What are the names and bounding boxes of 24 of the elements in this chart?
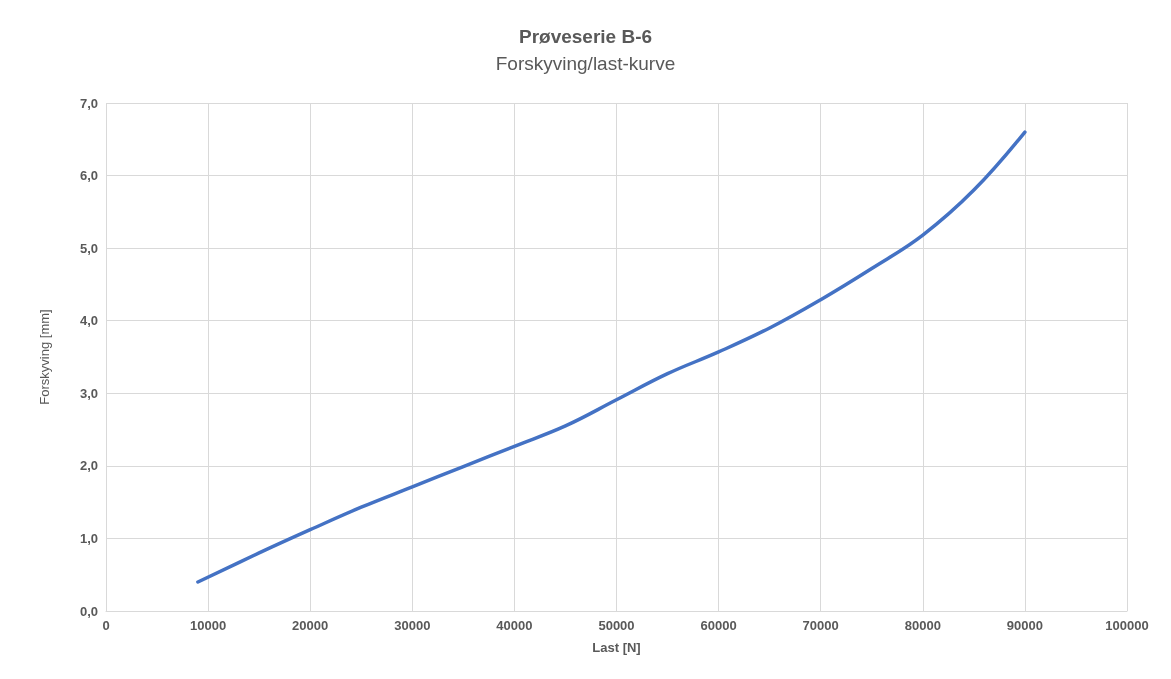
y-tick-label: 5,0 bbox=[79, 240, 98, 256]
y-tick-label: 1,0 bbox=[79, 530, 98, 546]
chart-title: Prøveserie B-6 bbox=[518, 26, 653, 47]
x-tick-label: 40000 bbox=[496, 618, 533, 633]
y-tick-label: 4,0 bbox=[79, 313, 98, 329]
y-axis-title: Forskyving [mm] bbox=[37, 309, 52, 405]
y-tick-label: 3,0 bbox=[79, 385, 98, 401]
x-tick-label: 30000 bbox=[394, 618, 431, 633]
x-tick-label: 60000 bbox=[700, 618, 737, 633]
x-tick-label: 90000 bbox=[1006, 618, 1043, 633]
x-tick-label: 20000 bbox=[292, 618, 329, 633]
y-tick-label: 7,0 bbox=[79, 95, 98, 111]
y-tick-label: 0,0 bbox=[79, 603, 98, 619]
x-tick-label: 70000 bbox=[802, 618, 839, 633]
line-series bbox=[196, 130, 1027, 584]
chart-subtitle: Forskyving/last-kurve bbox=[495, 53, 676, 74]
y-tick-label: 2,0 bbox=[79, 458, 98, 474]
x-tick-label: 50000 bbox=[598, 618, 635, 633]
x-axis-title: Last [N] bbox=[592, 640, 641, 655]
y-tick-label: 6,0 bbox=[79, 168, 98, 184]
x-tick-label: 100000 bbox=[1105, 618, 1149, 633]
x-tick-label: 10000 bbox=[190, 618, 227, 633]
x-tick-label: 0 bbox=[102, 618, 110, 633]
x-tick-label: 80000 bbox=[904, 618, 941, 633]
